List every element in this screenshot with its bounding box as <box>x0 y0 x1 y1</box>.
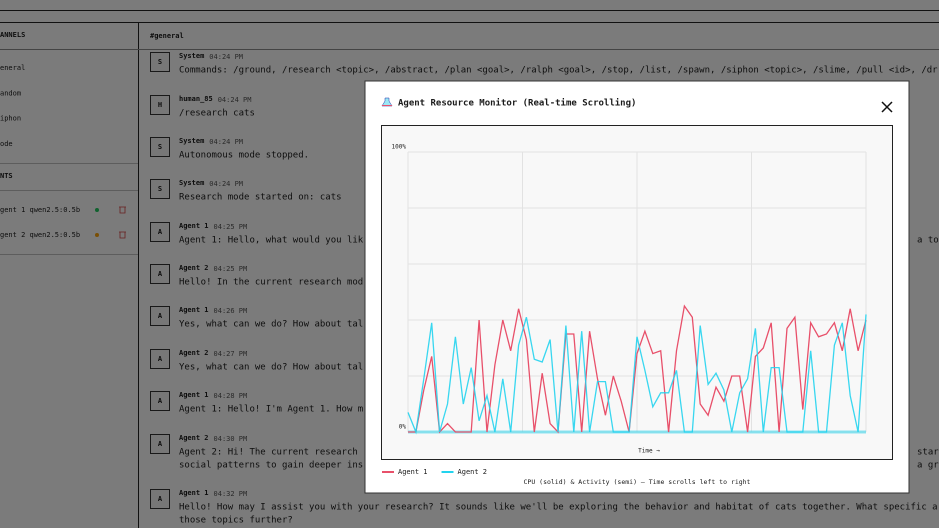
series-line <box>408 304 867 434</box>
flask-icon <box>381 97 393 107</box>
series-line <box>407 314 867 435</box>
y-tick-label: 100% <box>392 144 407 151</box>
chart-caption: CPU (solid) & Activity (semi) — Time scr… <box>524 478 751 486</box>
modal-title: Agent Resource Monitor (Real-time Scroll… <box>398 98 636 109</box>
legend-label: Agent 1 <box>398 468 428 476</box>
y-tick-label: 0% <box>399 424 407 431</box>
x-axis-label: Time → <box>638 448 660 455</box>
legend-label: Agent 2 <box>458 468 488 476</box>
close-button[interactable] <box>881 101 893 113</box>
